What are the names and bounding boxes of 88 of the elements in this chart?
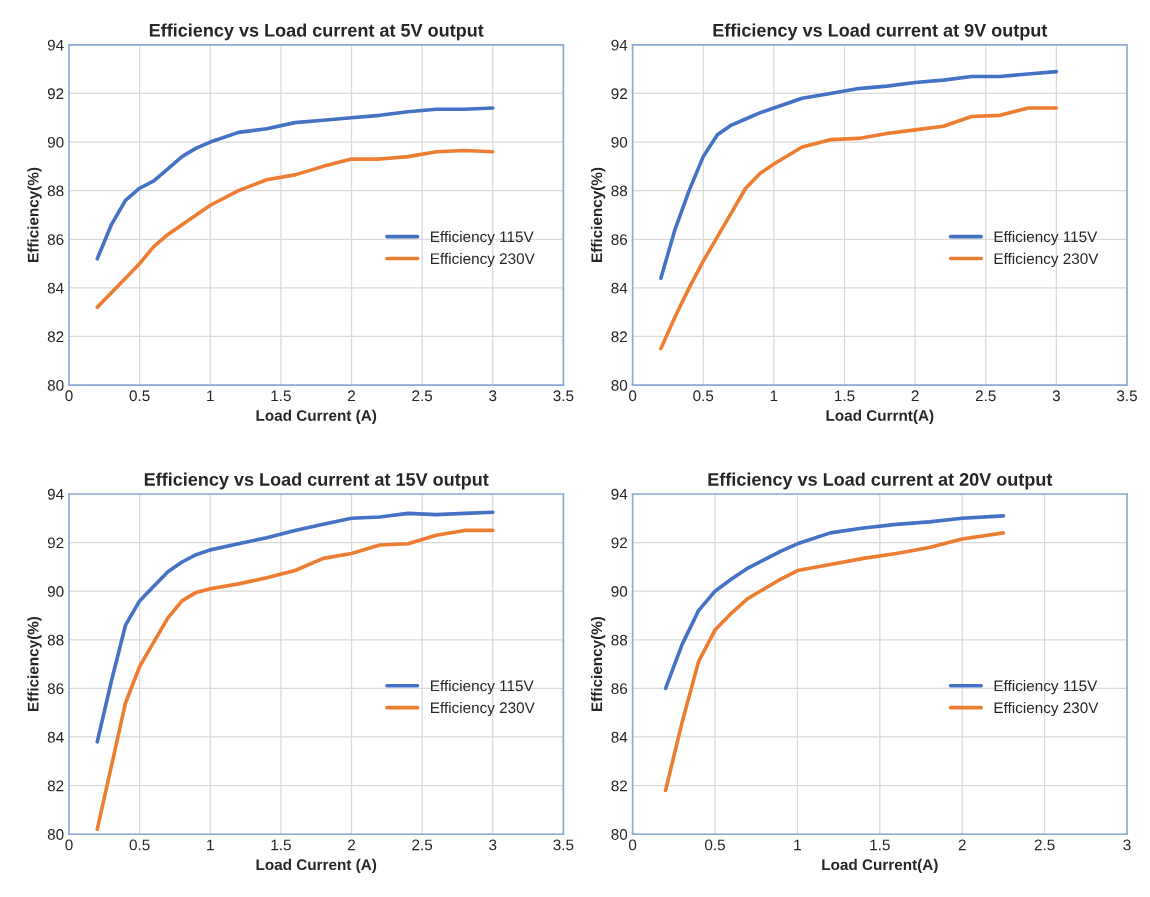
- line-series: [659, 106, 1059, 351]
- x-tick-label: 0.5: [129, 839, 150, 851]
- x-tick-label: 2.5: [975, 390, 996, 402]
- line-series: [95, 148, 495, 310]
- x-tick-label: 1.5: [271, 839, 291, 851]
- x-tick-label: 0.5: [693, 390, 714, 402]
- x-tick-label: 2.5: [412, 390, 433, 402]
- x-tick-label: 3.5: [1116, 390, 1137, 402]
- x-tick-label: 1: [207, 390, 214, 402]
- line-series: [95, 510, 495, 744]
- chart-title: Efficiency vs Load current at 20V output: [708, 472, 1053, 490]
- x-tick-label: 3: [489, 839, 497, 851]
- x-tick-label: 0: [628, 390, 637, 402]
- y-tick-label: 80: [47, 829, 64, 840]
- y-tick-label: 88: [47, 185, 64, 197]
- y-tick-label: 82: [47, 331, 64, 343]
- x-tick-label: 1.5: [271, 390, 291, 402]
- y-tick-label: 88: [611, 185, 628, 197]
- x-axis-title: Load Currnt(A): [826, 409, 934, 424]
- y-tick-label: 82: [47, 780, 64, 792]
- x-tick-label: 1.5: [870, 839, 890, 851]
- x-tick-label: 1: [770, 390, 778, 402]
- legend-label: Efficiency 115V: [431, 680, 534, 695]
- y-tick-label: 90: [47, 586, 64, 597]
- x-tick-label: 1: [794, 839, 801, 851]
- y-tick-label: 92: [611, 537, 627, 549]
- y-tick-label: 86: [611, 234, 628, 245]
- legend-label: Efficiency 230V: [994, 252, 1099, 268]
- y-axis-title: Efficiency(%): [590, 167, 606, 262]
- x-tick-label: 0.5: [704, 839, 725, 851]
- y-tick-label: 92: [47, 88, 64, 100]
- y-tick-label: 88: [611, 634, 628, 646]
- x-axis-title: Load Current (A): [256, 858, 377, 874]
- y-tick-label: 88: [47, 634, 64, 646]
- y-tick-label: 92: [611, 88, 627, 100]
- x-tick-label: 0: [65, 390, 73, 402]
- y-tick-label: 86: [47, 234, 64, 245]
- y-tick-label: 90: [611, 136, 628, 148]
- x-axis-title: Load Current (A): [256, 409, 377, 424]
- x-tick-label: 2.5: [412, 839, 433, 851]
- y-tick-label: 94: [47, 39, 64, 51]
- y-tick-label: 82: [611, 331, 627, 343]
- chart-title: Efficiency vs Load current at 9V output: [713, 23, 1048, 41]
- y-axis-title: Efficiency(%): [590, 616, 606, 712]
- y-tick-label: 80: [611, 379, 628, 391]
- x-tick-label: 2: [348, 390, 355, 402]
- legend-label: Efficiency 115V: [994, 680, 1098, 695]
- chart-title: Efficiency vs Load current at 5V output: [149, 23, 484, 41]
- y-axis-title: Efficiency(%): [27, 616, 42, 712]
- x-tick-label: 2: [348, 839, 355, 851]
- y-tick-label: 80: [611, 829, 628, 840]
- y-tick-label: 84: [611, 282, 628, 294]
- x-tick-label: 1.5: [835, 390, 855, 402]
- line-series: [659, 69, 1059, 280]
- y-axis-title: Efficiency(%): [27, 167, 42, 262]
- x-tick-label: 1: [207, 839, 214, 851]
- chart-title: Efficiency vs Load current at 15V output: [144, 472, 489, 490]
- x-axis-title: Load Current(A): [822, 858, 938, 874]
- x-tick-label: 2.5: [1034, 839, 1055, 851]
- legend-label: Efficiency 115V: [431, 230, 534, 246]
- y-tick-label: 90: [47, 136, 64, 148]
- x-tick-label: 3: [1052, 390, 1060, 402]
- x-tick-label: 3: [489, 390, 497, 402]
- x-tick-label: 0: [65, 839, 73, 851]
- y-tick-label: 90: [611, 586, 628, 597]
- legend-label: Efficiency 115V: [994, 230, 1098, 246]
- y-tick-label: 94: [47, 488, 64, 500]
- x-tick-label: 2: [911, 390, 919, 402]
- legend-label: Efficiency 230V: [994, 701, 1099, 717]
- y-tick-label: 94: [611, 39, 628, 51]
- y-tick-label: 86: [611, 683, 628, 695]
- x-tick-label: 2: [958, 839, 966, 851]
- y-tick-label: 80: [47, 379, 64, 391]
- legend-label: Efficiency 230V: [431, 252, 535, 268]
- x-tick-label: 0.5: [129, 390, 150, 402]
- x-tick-label: 0: [628, 839, 637, 851]
- y-tick-label: 82: [611, 780, 627, 792]
- y-tick-label: 94: [611, 488, 628, 500]
- y-tick-label: 84: [47, 282, 64, 294]
- legend-label: Efficiency 230V: [431, 701, 535, 717]
- y-tick-label: 92: [47, 537, 64, 549]
- x-tick-label: 3.5: [553, 390, 574, 402]
- y-tick-label: 86: [47, 683, 64, 695]
- line-series: [95, 528, 495, 832]
- y-tick-label: 84: [611, 731, 628, 743]
- x-tick-label: 3: [1123, 839, 1131, 851]
- x-tick-label: 3.5: [553, 839, 574, 851]
- y-tick-label: 84: [47, 731, 64, 743]
